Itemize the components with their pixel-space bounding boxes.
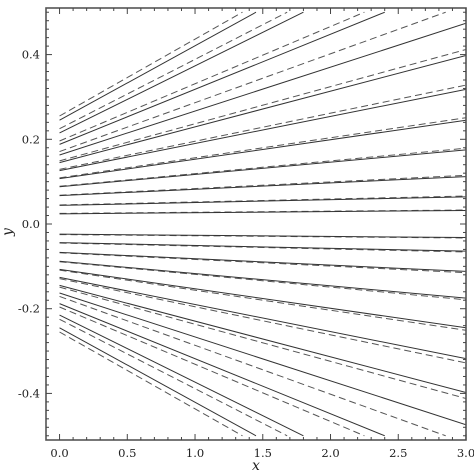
solid-series-line-1 xyxy=(59,11,304,134)
x-tick-label: 0.5 xyxy=(118,446,136,460)
y-tick-label: 0.2 xyxy=(22,132,40,146)
dashed-series-line-21 xyxy=(59,331,243,437)
solid-series-line-11 xyxy=(59,233,466,239)
solid-series-line-18 xyxy=(59,292,466,426)
dashed-series-line-14 xyxy=(59,261,466,301)
dashed-series-line-18 xyxy=(59,295,446,437)
solid-series-line-12 xyxy=(59,242,466,252)
dashed-series-line-4 xyxy=(59,49,466,162)
y-tick-label: 0.0 xyxy=(22,217,40,231)
solid-series-line-0 xyxy=(59,11,257,121)
x-tick-label: 2.0 xyxy=(321,446,339,460)
solid-series-line-3 xyxy=(59,22,466,156)
dashed-series-line-5 xyxy=(59,84,466,170)
solid-series-line-14 xyxy=(59,260,466,299)
solid-series-line-10 xyxy=(59,209,466,215)
x-tick-label: 1.5 xyxy=(254,446,272,460)
dashed-series-line-7 xyxy=(59,147,466,187)
y-tick-label: 0.4 xyxy=(22,48,40,62)
ticks: 0.0 0.5 1.0 1.5 2.0 2.5 3.0 0.4 0.2 0.0 -0.2 -0.4 xyxy=(18,8,474,460)
dashed-series-line-1 xyxy=(59,11,288,130)
y-tick-label: -0.4 xyxy=(18,386,40,400)
solid-series-line-8 xyxy=(59,176,466,197)
x-tick-label: 0.0 xyxy=(50,446,68,460)
dashed-series-line-2 xyxy=(59,11,365,142)
solid-series-line-15 xyxy=(59,268,466,329)
dashed-series-line-19 xyxy=(59,306,365,437)
solid-series-line-16 xyxy=(59,276,466,360)
solid-series-line-21 xyxy=(59,327,257,437)
dashed-series-line-13 xyxy=(59,252,466,274)
dashed-series-line-0 xyxy=(59,11,243,117)
x-tick-label: 1.0 xyxy=(186,446,204,460)
dashed-series-line-3 xyxy=(59,11,446,153)
x-tick-label: 3.0 xyxy=(457,446,474,460)
dashed-series-line-15 xyxy=(59,269,466,331)
solid-series-line-5 xyxy=(59,88,466,172)
dashed-series-line-17 xyxy=(59,286,466,399)
dashed-series-line-16 xyxy=(59,278,466,364)
dashed-series-line-20 xyxy=(59,318,288,437)
x-tick-label: 2.5 xyxy=(389,446,407,460)
dashed-series-line-6 xyxy=(59,117,466,179)
solid-series-line-19 xyxy=(59,303,385,437)
solid-series-line-2 xyxy=(59,11,385,145)
y-tick-label: -0.2 xyxy=(18,302,40,316)
x-axis-label: x xyxy=(252,458,260,474)
solid-series-line-6 xyxy=(59,119,466,180)
solid-series-line-17 xyxy=(59,284,466,394)
y-axis-label: y xyxy=(0,227,16,237)
solid-series-line-20 xyxy=(59,314,304,437)
dashed-series-line-8 xyxy=(59,174,466,196)
solid-series-line-4 xyxy=(59,54,466,164)
plot-lines xyxy=(59,11,466,437)
solid-series-line-7 xyxy=(59,149,466,188)
solid-series-line-13 xyxy=(59,251,466,272)
solid-series-line-9 xyxy=(59,196,466,206)
